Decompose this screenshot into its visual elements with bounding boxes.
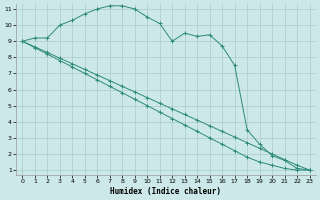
X-axis label: Humidex (Indice chaleur): Humidex (Indice chaleur)	[110, 187, 221, 196]
